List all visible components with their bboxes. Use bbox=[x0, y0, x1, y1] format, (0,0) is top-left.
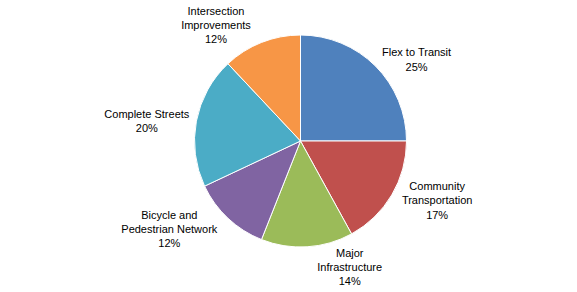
svg-text:IntersectionImprovements12%: IntersectionImprovements12% bbox=[181, 5, 251, 46]
svg-text:CommunityTransportation17%: CommunityTransportation17% bbox=[402, 180, 473, 221]
svg-text:Bicycle andPedestrian Network1: Bicycle andPedestrian Network12% bbox=[121, 209, 217, 250]
svg-text:Flex to Transit25%: Flex to Transit25% bbox=[382, 46, 451, 72]
svg-text:Complete Streets20%: Complete Streets20% bbox=[104, 108, 189, 134]
svg-text:MajorInfrastructure14%: MajorInfrastructure14% bbox=[317, 247, 382, 288]
